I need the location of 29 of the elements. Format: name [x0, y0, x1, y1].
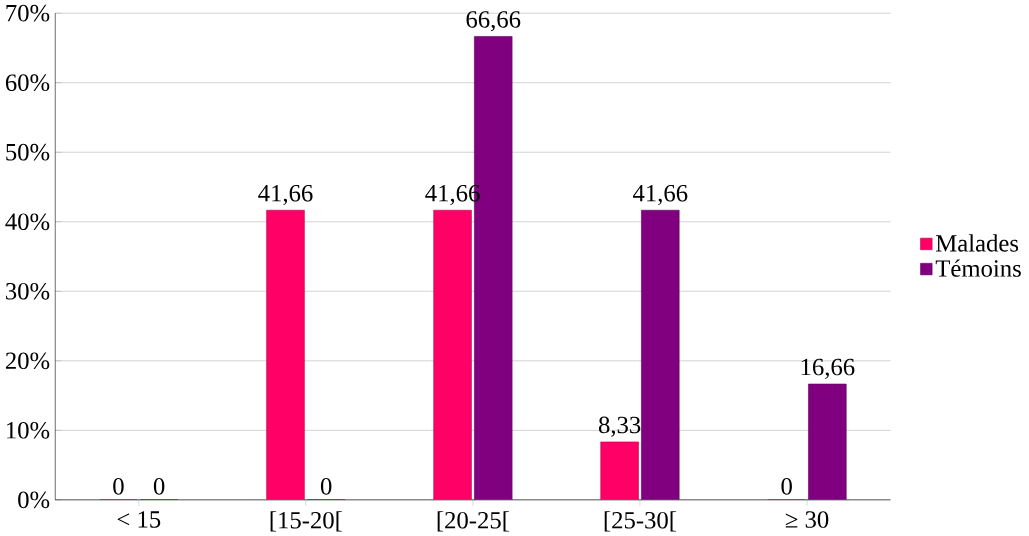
data-label: 8,33	[598, 416, 641, 437]
x-tick-label: ≥ 30	[785, 510, 829, 528]
y-tick-label: 40%	[5, 213, 50, 230]
bar	[266, 209, 305, 500]
y-tick-label: 0%	[18, 491, 50, 508]
y-tick-label: 30%	[6, 282, 50, 300]
y-tick-label: 50%	[6, 143, 50, 161]
data-label: 41,66	[258, 184, 313, 205]
data-label: 0	[781, 477, 792, 495]
data-label: 66,66	[466, 10, 521, 32]
legend-label: Témoins	[935, 259, 1021, 277]
bar	[600, 441, 639, 500]
x-tick-label: < 15	[117, 510, 161, 528]
y-tick-label: 70%	[6, 4, 50, 22]
data-label: 0	[320, 477, 332, 495]
data-label: 41,66	[632, 184, 688, 205]
x-tick-label: [20-25[	[437, 510, 510, 532]
x-tick-label: [25-30[	[604, 510, 677, 532]
data-label: 0	[153, 477, 165, 495]
data-label: 0	[113, 477, 124, 495]
bar	[641, 209, 680, 500]
bar	[433, 209, 472, 500]
x-tick-label: [15-20[	[270, 510, 342, 532]
y-tick-label: 20%	[5, 352, 50, 369]
bar	[808, 383, 847, 500]
y-tick-label: 10%	[7, 421, 50, 439]
y-tick-label: 60%	[5, 74, 50, 91]
data-label: 16,66	[801, 358, 855, 379]
legend-label: Malades	[936, 234, 1019, 252]
